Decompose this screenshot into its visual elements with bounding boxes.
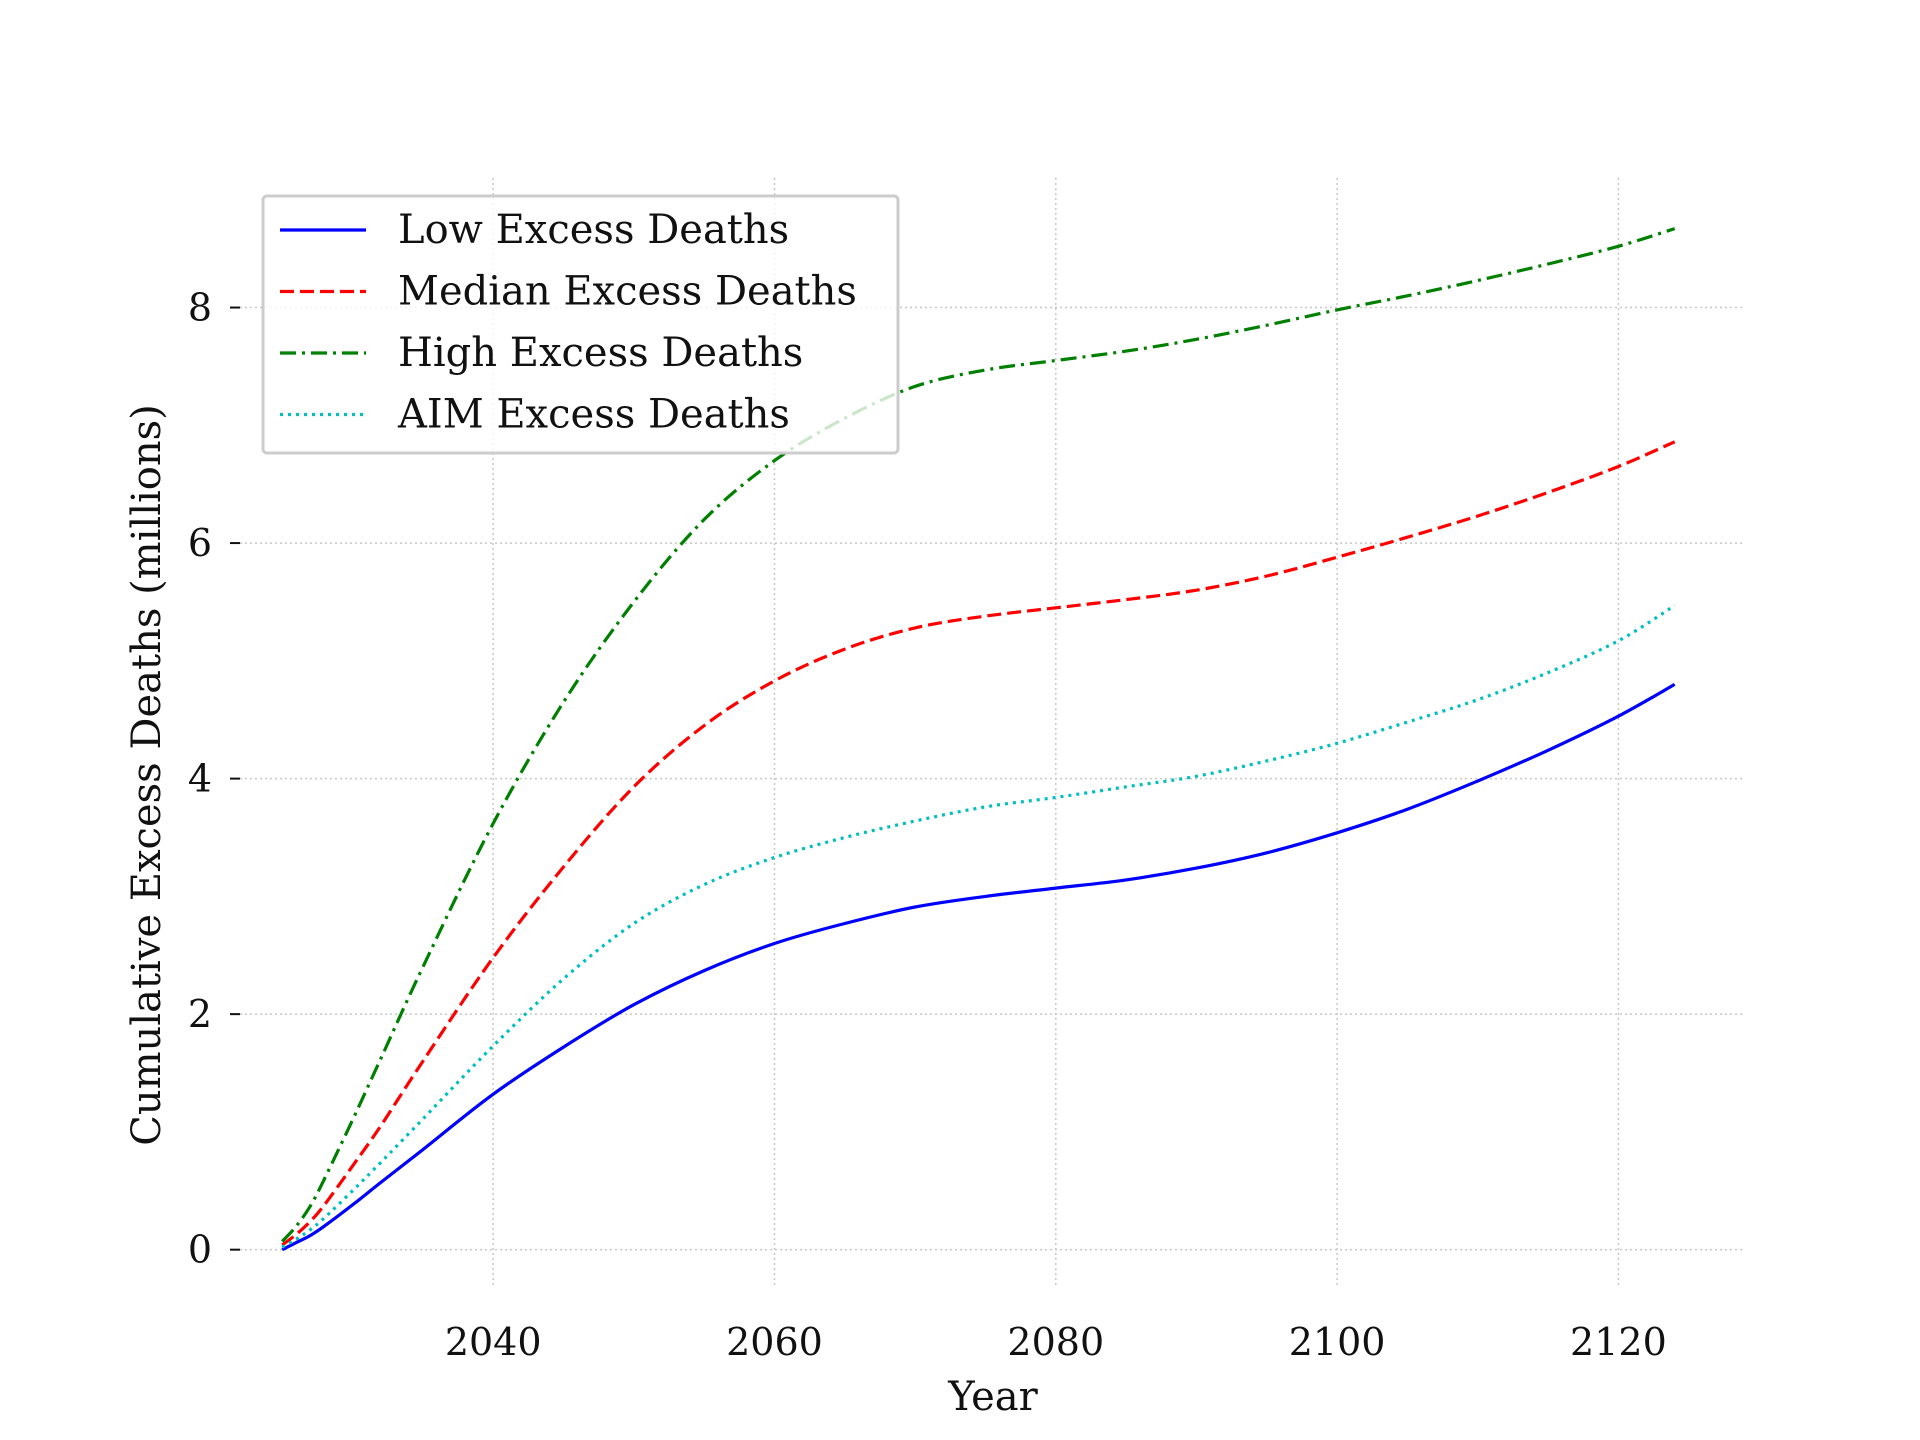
legend-label: High Excess Deaths (398, 330, 803, 376)
x-tick-label: 2080 (1007, 1320, 1104, 1364)
axis-ticks: 2040 2060 2080 2100 2120 0 2 4 6 8 (188, 286, 1667, 1364)
legend-label: Low Excess Deaths (398, 207, 789, 253)
series-line-2 (281, 440, 1676, 1247)
x-axis-label: Year (947, 1374, 1038, 1420)
x-tick-label: 2100 (1289, 1320, 1386, 1364)
series-line-1 (281, 683, 1676, 1252)
x-tick-label: 2060 (726, 1320, 823, 1364)
y-axis-label: Cumulative Excess Deaths (millions) (124, 404, 170, 1146)
x-tick-label: 2040 (445, 1320, 542, 1364)
legend-label: AIM Excess Deaths (397, 392, 790, 438)
y-tick-label: 4 (188, 757, 212, 801)
legend: Low Excess Deaths Median Excess Deaths Hig… (261, 194, 900, 455)
legend-box (261, 194, 900, 455)
y-tick-label: 8 (188, 286, 212, 330)
y-tick-label: 6 (188, 521, 212, 565)
y-tick-label: 2 (188, 992, 212, 1036)
x-tick-label: 2120 (1570, 1320, 1667, 1364)
legend-label: Median Excess Deaths (398, 269, 857, 315)
y-tick-label: 0 (188, 1228, 212, 1272)
